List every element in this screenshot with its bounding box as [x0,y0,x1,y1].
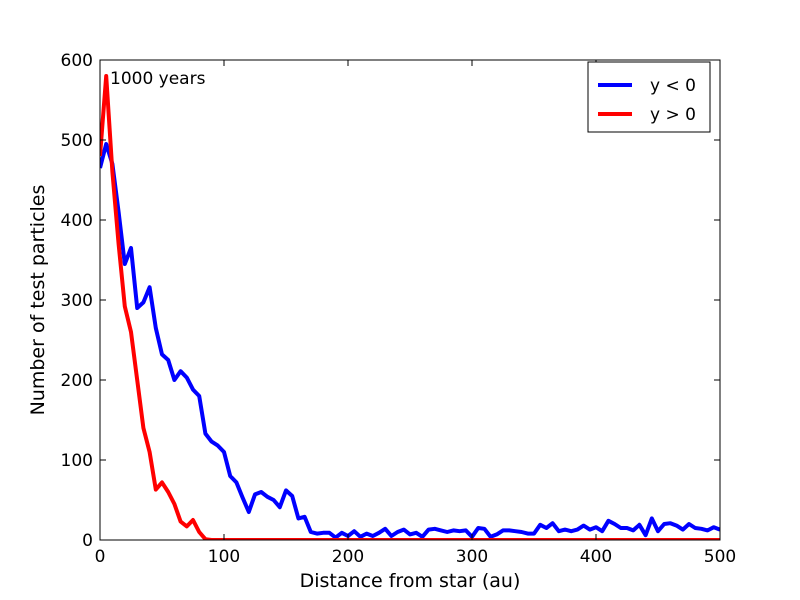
time-annotation: 1000 years [110,69,206,89]
y-tick-label: 400 [61,211,93,231]
y-axis-title: Number of test particles [27,185,49,416]
y-tick-label: 200 [61,371,93,391]
x-tick-label: 400 [580,547,612,567]
x-tick-label: 100 [208,547,240,567]
y-tick-label: 100 [61,451,93,471]
x-tick-label: 300 [456,547,488,567]
y-tick-label: 500 [61,131,93,151]
y-tick-label: 300 [61,291,93,311]
x-tick-label: 0 [95,547,106,567]
ticks-layer: 0 100 200 300 400 500 0 100 200 300 400 500 600 [61,51,737,567]
series-layer [100,74,720,540]
x-tick-label: 500 [704,547,736,567]
legend-label-y-positive: y > 0 [650,105,696,125]
x-axis-title: Distance from star (au) [300,570,521,592]
series-line-y-negative [100,142,720,540]
series-line-y-positive [100,74,720,540]
legend-label-y-negative: y < 0 [650,76,696,96]
y-tick-label: 600 [61,51,93,71]
legend-box [587,61,711,133]
legend: y < 0 y > 0 [587,61,711,133]
x-tick-label: 200 [332,547,364,567]
y-tick-label: 0 [82,531,93,551]
